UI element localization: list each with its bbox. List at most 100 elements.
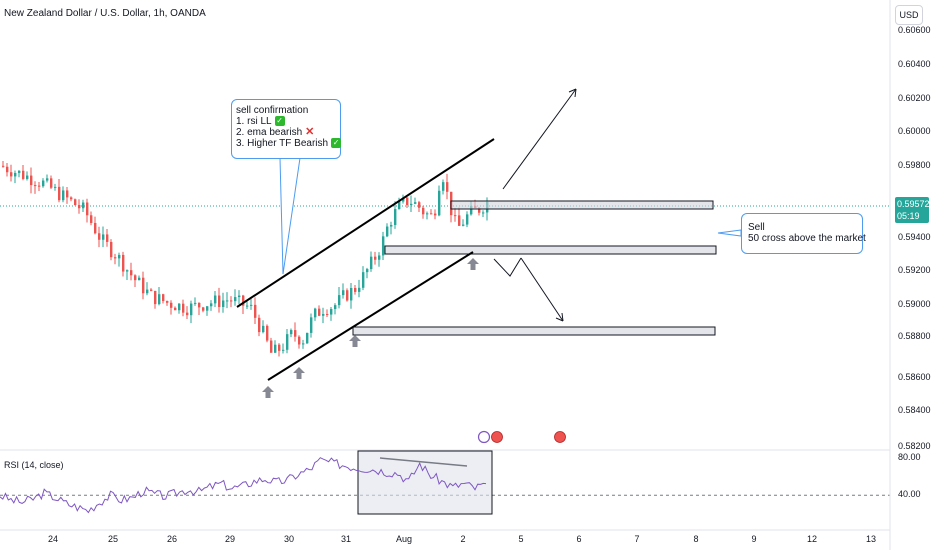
cross-icon: ✕ [305,126,315,138]
candle-body [426,213,429,215]
up-arrow-icon [349,335,361,347]
arrowhead-icon [555,312,564,322]
sell-note-callout[interactable]: Sell 50 cross above the market [741,213,866,254]
rsi-pane: 80.00 40.00 [0,450,921,515]
candle-body [278,344,281,351]
check-icon: ✓ [331,138,342,149]
candle-body [162,294,165,302]
candle-body [30,175,33,186]
candle-body [438,190,441,216]
candle-body [178,303,181,311]
candle-body [414,202,417,204]
candle-body [90,215,93,223]
candle-body [86,202,89,216]
candle-body [58,186,61,201]
candle-body [322,313,325,316]
bar-countdown: 05:19 [897,211,920,221]
candle-body [378,255,381,260]
up-arrow-icon [262,386,274,398]
price-tick-label: 0.58400 [898,405,931,415]
candle-body [306,332,309,344]
candle-body [294,330,297,337]
candle-body [390,224,393,227]
time-tick-label: Aug [396,534,412,544]
callout-title: sell confirmation [236,105,309,116]
currency-button[interactable]: USD [895,5,923,25]
candle-body [110,241,113,258]
candle-body [94,222,97,234]
arrows [262,88,742,444]
candle-body [382,236,385,256]
sell-confirmation-callout[interactable]: sell confirmation 1. rsi LL ✓ 2. ema bear… [231,99,342,159]
candle-body [394,208,397,225]
event-lightning-icon [477,430,491,444]
candle-body [66,190,69,198]
candle-body [42,180,45,187]
candle-body [202,307,205,311]
candle-body [262,325,265,333]
candle-body [198,302,201,308]
candles [2,161,489,357]
candle-body [214,295,217,304]
time-tick-label: 30 [284,534,294,544]
candle-body [254,304,257,318]
candle-body [174,307,177,311]
time-tick-label: 29 [225,534,235,544]
candle-body [38,185,41,187]
candle-body [10,172,13,177]
candle-body [114,257,117,259]
price-tick-label: 0.60200 [898,93,931,103]
candle-body [354,287,357,292]
time-tick-label: 31 [341,534,351,544]
symbol-title: New Zealand Dollar / U.S. Dollar, 1h, OA… [4,8,206,19]
candle-body [158,294,161,305]
candle-body [318,308,321,316]
candle-body [462,224,465,226]
candle-body [222,300,225,307]
channel-upper-line [236,138,495,308]
candle-body [258,317,261,333]
candle-body [138,277,141,281]
rsi-line [0,457,487,514]
candle-body [106,234,109,242]
candle-body [334,305,337,310]
candle-body [346,290,349,301]
price-tick-label: 0.60400 [898,59,931,69]
candle-body [402,197,405,202]
candle-body [350,287,353,301]
candle-body [386,226,389,237]
mid-support-zone [384,245,717,255]
callout-item-1: 1. rsi LL ✓ [236,116,285,127]
bullish-arrow-line [502,88,577,190]
price-tick-label: 0.59800 [898,160,931,170]
candle-body [326,313,329,315]
candle-body [230,300,233,302]
candle-body [310,317,313,333]
candle-body [70,197,73,200]
candle-body [422,207,425,215]
time-tick-label: 24 [48,534,58,544]
time-tick-label: 13 [866,534,876,544]
candle-body [134,275,137,281]
candle-body [122,254,125,272]
price-tick-label: 0.58200 [898,441,931,451]
candle-body [62,190,65,201]
candle-body [298,336,301,345]
price-tick-label: 0.59400 [898,232,931,242]
price-tick-label: 0.59200 [898,265,931,275]
candle-body [34,185,37,187]
candle-body [470,205,473,215]
us-flag-icon [554,431,566,443]
price-tick-label: 0.60600 [898,25,931,35]
candle-body [170,302,173,308]
callout-pointer [717,229,742,237]
candle-body [290,330,293,335]
candle-body [398,201,401,209]
time-tick-label: 12 [807,534,817,544]
channel [236,138,495,381]
candle-body [22,170,25,179]
time-tick-label: 9 [751,534,756,544]
callout-pointer [279,157,301,275]
